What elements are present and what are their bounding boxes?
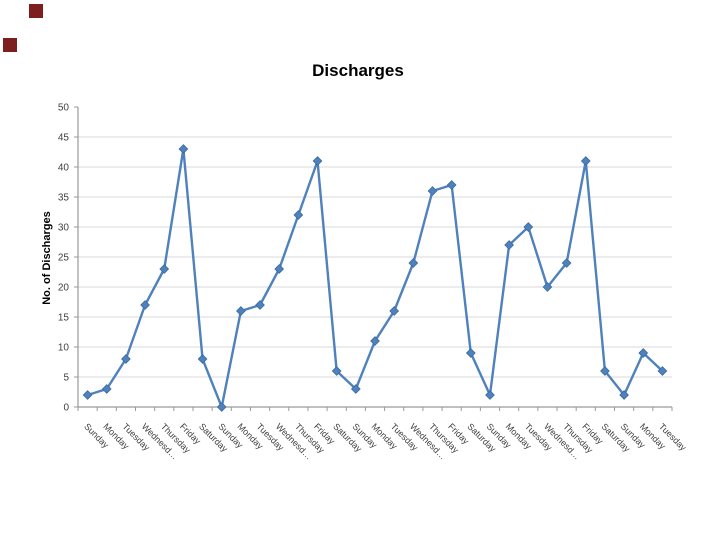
y-tick-label: 10 <box>58 343 70 354</box>
data-point-marker <box>657 366 668 376</box>
data-point-marker <box>101 384 112 394</box>
data-point-marker <box>408 258 419 268</box>
y-tick-label: 50 <box>58 103 70 114</box>
data-point-marker <box>600 366 610 376</box>
y-tick-label: 30 <box>58 223 70 234</box>
chart-title: Discharges <box>312 61 404 80</box>
y-tick-label: 45 <box>58 133 70 144</box>
data-point-marker <box>446 180 457 190</box>
data-point-marker <box>465 348 476 358</box>
data-point-marker <box>504 240 514 250</box>
data-point-marker <box>121 354 131 364</box>
data-point-marker <box>389 306 400 316</box>
y-tick-label: 15 <box>58 313 70 324</box>
y-tick-label: 20 <box>58 283 70 294</box>
data-point-marker <box>197 354 208 364</box>
series-line-discharges <box>86 147 664 409</box>
data-point-marker <box>331 366 342 376</box>
data-point-marker <box>159 264 170 274</box>
data-point-marker <box>312 156 323 166</box>
y-tick-label: 25 <box>58 253 70 264</box>
data-point-marker <box>140 300 150 310</box>
data-point-marker <box>619 390 629 400</box>
y-tick-label: 0 <box>63 403 69 414</box>
data-point-marker <box>350 384 361 394</box>
data-point-marker <box>427 186 438 196</box>
data-point-marker <box>178 144 189 154</box>
y-tick-label: 5 <box>63 373 69 384</box>
y-tick-label: 35 <box>58 193 70 204</box>
data-point-marker <box>523 222 534 232</box>
data-point-marker <box>561 258 572 268</box>
data-point-marker <box>293 210 304 220</box>
data-point-marker <box>82 390 93 400</box>
data-point-marker <box>542 282 553 292</box>
y-tick-label: 40 <box>58 163 70 174</box>
data-point-marker <box>638 348 649 358</box>
data-point-marker <box>255 300 265 310</box>
slide-marker-square-1 <box>29 4 43 18</box>
data-point-marker <box>370 336 380 346</box>
data-point-marker <box>274 264 285 274</box>
data-point-marker <box>580 156 591 166</box>
data-point-marker <box>485 390 495 400</box>
slide-marker-square-2 <box>3 38 17 52</box>
data-point-marker <box>236 306 246 316</box>
data-point-marker <box>216 402 227 412</box>
